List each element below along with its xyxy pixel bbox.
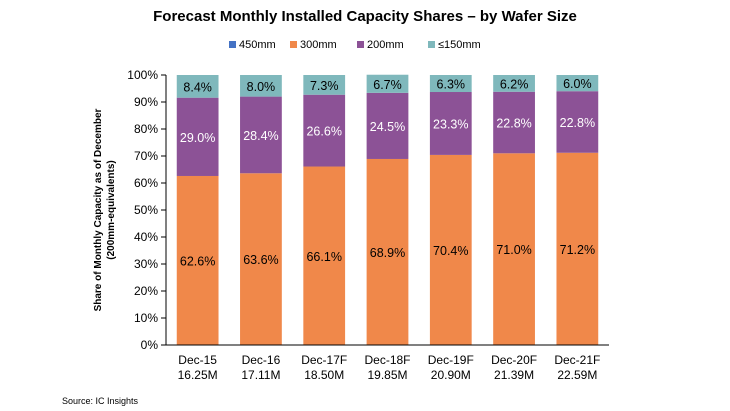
x-tick-label: Dec-21F (554, 353, 600, 367)
x-tick-label: Dec-17F (301, 353, 347, 367)
data-label: 22.8% (560, 116, 595, 130)
data-label: 63.6% (243, 253, 278, 267)
y-tick-label: 10% (134, 311, 158, 325)
data-label: 28.4% (243, 129, 278, 143)
x-tick-sublabel: 21.39M (494, 368, 534, 382)
legend: 450mm 300mm 200mm ≤150mm (229, 39, 481, 51)
legend-label: 300mm (300, 39, 337, 51)
data-label: 6.3% (437, 78, 466, 92)
y-tick-label: 70% (134, 149, 158, 163)
data-label: 24.5% (370, 120, 405, 134)
bar-segment (240, 75, 282, 97)
bar-segment (556, 91, 599, 153)
legend-swatch (229, 41, 236, 48)
chart-title: Forecast Monthly Installed Capacity Shar… (153, 8, 577, 25)
data-label: 29.0% (180, 131, 215, 145)
bar-segment (366, 74, 409, 93)
bar-segment (556, 75, 599, 92)
bar-segment (303, 94, 346, 167)
y-tick-label: 40% (134, 230, 158, 244)
data-label: 66.1% (306, 250, 341, 264)
bar-segment (176, 75, 219, 98)
source-note: Source: IC Insights (62, 396, 139, 406)
data-label: 6.7% (373, 78, 402, 92)
y-tick-label: 0% (141, 338, 159, 352)
bar-segment (556, 152, 599, 345)
y-tick-label: 20% (134, 284, 158, 298)
data-label: 8.4% (183, 80, 212, 94)
x-tick-sublabel: 22.59M (557, 368, 597, 382)
x-tick-label: Dec-18F (364, 353, 410, 367)
bar-segment (176, 175, 219, 345)
data-label: 62.6% (180, 254, 215, 268)
y-tick-label: 30% (134, 257, 158, 271)
bar-segment (303, 75, 346, 95)
data-label: 23.3% (433, 117, 468, 131)
x-tick-label: Dec-20F (491, 353, 537, 367)
legend-swatch (357, 41, 364, 48)
legend-label: ≤150mm (438, 39, 481, 51)
y-axis-title-line1: Share of Monthly Capacity as of December (93, 108, 104, 311)
y-axis-title: Share of Monthly Capacity as of December… (93, 108, 117, 311)
data-label: 70.4% (433, 244, 468, 258)
x-tick-sublabel: 20.90M (431, 368, 471, 382)
bar-segment (493, 75, 535, 92)
bar-segment (493, 153, 535, 345)
x-tick-label: Dec-19F (428, 353, 474, 367)
y-tick-label: 100% (127, 68, 158, 82)
bar-segment (176, 97, 219, 176)
data-label: 68.9% (370, 246, 405, 260)
legend-label: 200mm (367, 39, 404, 51)
y-axis-title-line2: (200mm-equivalents) (106, 160, 117, 259)
bar-segment (240, 96, 282, 174)
y-tick-label: 90% (134, 95, 158, 109)
bars: 62.6% 29.0% 8.4% 63.6% 28.4% 8.0% 66.1% 26.6% 7.… (176, 74, 599, 345)
x-tick-label: Dec-16 (242, 353, 281, 367)
legend-swatch (290, 41, 297, 48)
bar-segment (240, 173, 282, 345)
bar-segment (366, 158, 409, 345)
data-label: 8.0% (247, 80, 276, 94)
data-label: 7.3% (310, 79, 339, 93)
bar-segment (429, 92, 472, 155)
data-label: 71.0% (496, 243, 531, 257)
bar-segment (429, 75, 472, 93)
data-label: 26.6% (306, 125, 341, 139)
x-tick-label: Dec-15 (178, 353, 217, 367)
x-tick-sublabel: 16.25M (178, 368, 218, 382)
bar-segment (366, 92, 409, 159)
y-axis: 0% 10% 20% 30% 40% 50% 60% 70% 80% 90% 100% (127, 68, 167, 352)
data-label: 71.2% (560, 243, 595, 257)
x-tick-sublabel: 18.50M (304, 368, 344, 382)
y-tick-label: 50% (134, 203, 158, 217)
x-tick-sublabel: 17.11M (241, 368, 280, 382)
legend-swatch (428, 41, 435, 48)
bar-segment (429, 154, 472, 345)
data-label: 6.0% (563, 77, 592, 91)
y-tick-label: 60% (134, 176, 158, 190)
bar-segment (303, 166, 346, 345)
legend-label: 450mm (239, 39, 276, 51)
bar-segment (493, 91, 535, 154)
y-tick-label: 80% (134, 122, 158, 136)
data-label: 6.2% (500, 77, 529, 91)
x-tick-sublabel: 19.85M (367, 368, 407, 382)
data-label: 22.8% (496, 117, 531, 131)
